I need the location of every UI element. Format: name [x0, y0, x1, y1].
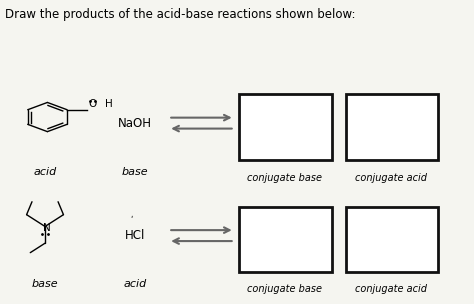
Text: conjugate base: conjugate base [247, 285, 322, 294]
Text: acid: acid [33, 167, 57, 177]
Text: base: base [32, 279, 58, 289]
Text: H: H [105, 99, 113, 109]
Text: conjugate base: conjugate base [247, 173, 322, 183]
Text: conjugate acid: conjugate acid [355, 285, 427, 294]
Bar [239, 207, 332, 272]
Text: base: base [122, 167, 148, 177]
Text: O: O [88, 99, 96, 109]
Text: acid: acid [123, 279, 147, 289]
Bar [346, 207, 438, 272]
Bar [346, 94, 438, 160]
Text: HCl: HCl [125, 229, 145, 242]
Text: conjugate acid: conjugate acid [355, 173, 427, 183]
Text: NaOH: NaOH [118, 117, 152, 130]
Bar [239, 94, 332, 160]
Text: Draw the products of the acid-base reactions shown below:: Draw the products of the acid-base react… [5, 8, 355, 21]
Text: N: N [43, 223, 50, 233]
Text: ʹ: ʹ [130, 216, 133, 225]
